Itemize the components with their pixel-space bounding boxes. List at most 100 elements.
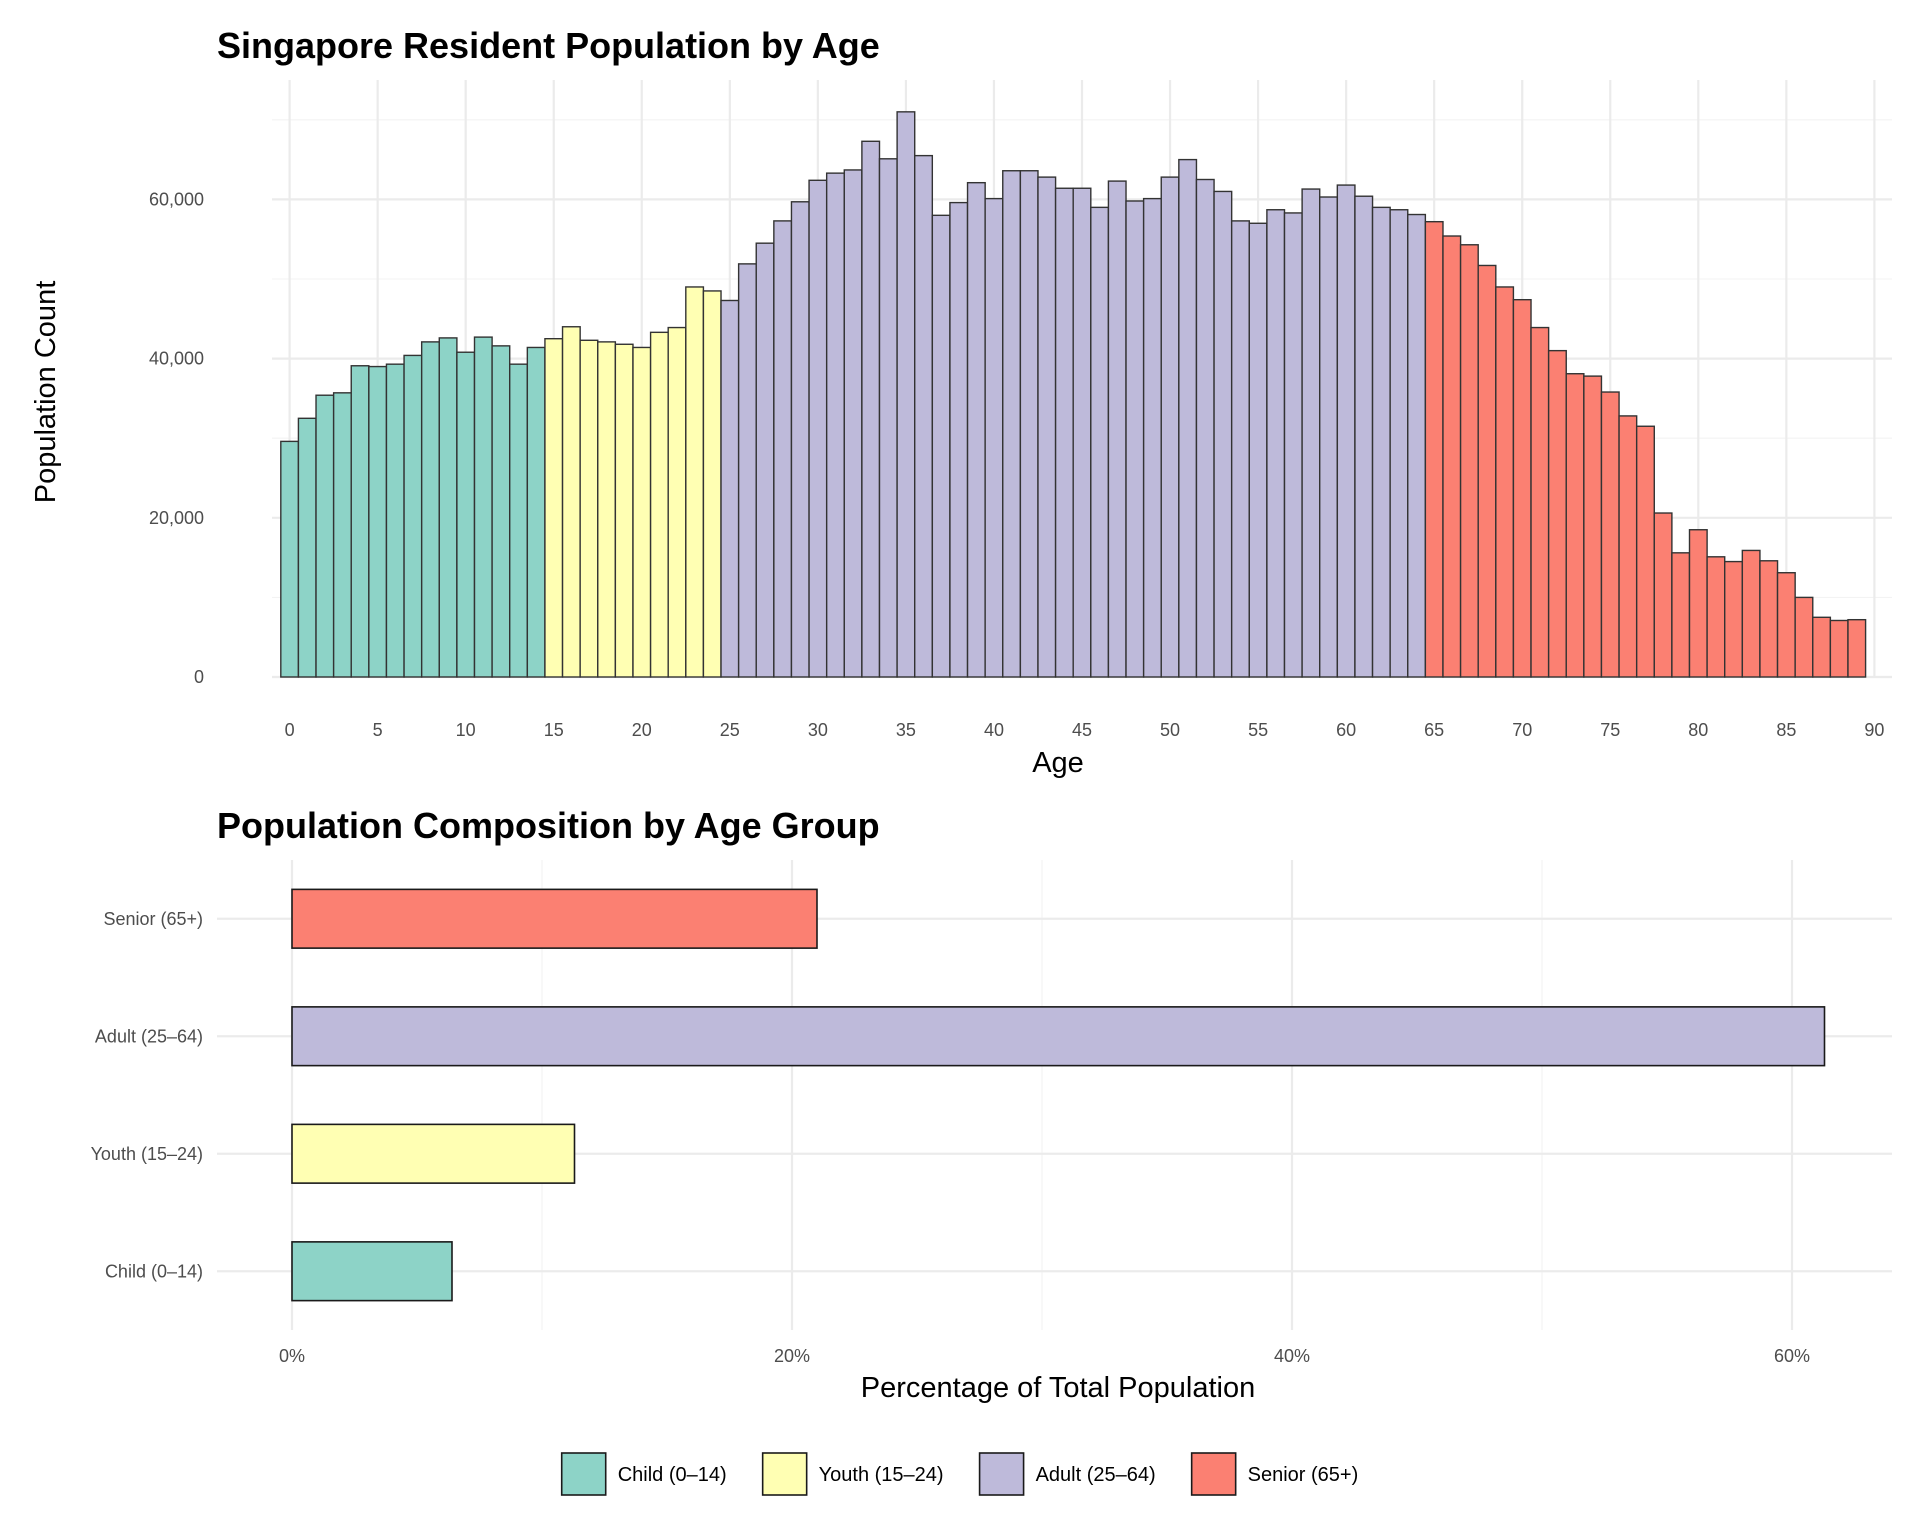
histogram-x-tick-label: 35 (896, 720, 916, 740)
histogram-x-tick-label: 10 (456, 720, 476, 740)
histogram-bar (1741, 549, 1761, 678)
histogram-bar (1512, 298, 1532, 678)
histogram-x-tick-label: 5 (373, 720, 383, 740)
histogram-bar (579, 339, 599, 678)
histogram-bar (1213, 190, 1233, 678)
composition-bar (291, 888, 818, 949)
histogram-bar (614, 343, 634, 678)
histogram-bar (1195, 178, 1215, 678)
composition-y-tick-label: Senior (65+) (103, 909, 203, 929)
histogram-x-tick-label: 0 (285, 720, 295, 740)
histogram-bar (984, 197, 1004, 678)
histogram-bar (966, 181, 986, 678)
histogram-x-tick-label: 55 (1248, 720, 1268, 740)
composition-bars (291, 888, 1826, 1302)
histogram-bar (1178, 158, 1198, 678)
histogram-bar (1283, 212, 1303, 678)
age-group-composition-chart: Population Composition by Age Group Chil… (91, 805, 1892, 1404)
histogram-bar (297, 417, 317, 678)
histogram-bar (1671, 552, 1691, 678)
histogram-bar (1037, 176, 1057, 678)
histogram-bar (1248, 222, 1268, 678)
histogram-bar (1442, 235, 1462, 678)
histogram-bar (526, 346, 546, 678)
composition-bar (291, 1241, 453, 1302)
composition-y-tick-label: Youth (15–24) (91, 1144, 203, 1164)
composition-x-tick-labels: 0% 20% 40% 60% (279, 1346, 1810, 1366)
histogram-bar (896, 111, 916, 678)
histogram-bar (1847, 618, 1867, 678)
histogram-x-axis-title: Age (1032, 747, 1084, 779)
histogram-bar (1688, 529, 1708, 678)
histogram-bar (473, 336, 493, 678)
histogram-x-tick-label: 20 (632, 720, 652, 740)
legend-key-youth (761, 1452, 808, 1496)
histogram-bar (808, 179, 828, 678)
histogram-x-tick-labels: 0 5 10 15 20 25 30 35 40 45 50 55 60 65 70 75 80 85 90 (285, 720, 1885, 740)
histogram-bar (350, 365, 370, 678)
histogram-bar (1389, 209, 1409, 678)
histogram-bar (685, 286, 705, 678)
histogram-bar (755, 242, 775, 678)
composition-x-tick-label: 20% (774, 1346, 810, 1366)
histogram-bar (1354, 195, 1374, 678)
histogram-bar (544, 338, 564, 678)
composition-x-axis-title: Percentage of Total Population (861, 1372, 1255, 1404)
histogram-bar (1706, 556, 1726, 678)
histogram-bar (1125, 200, 1145, 678)
histogram-bar (1072, 187, 1092, 678)
legend-label-senior: Senior (65+) (1248, 1464, 1359, 1486)
histogram-bar (1653, 512, 1673, 678)
composition-y-tick-labels: Child (0–14) Youth (15–24) Adult (25–64) Se… (91, 909, 203, 1282)
histogram-bar (456, 351, 476, 678)
histogram-bar (790, 201, 810, 678)
composition-bar (291, 1123, 576, 1184)
histogram-bar (1759, 560, 1779, 678)
legend-key-senior (1190, 1452, 1237, 1496)
histogram-bar (649, 331, 669, 678)
histogram-bar (702, 290, 722, 678)
histogram-title: Singapore Resident Population by Age (217, 25, 880, 66)
histogram-bar (1230, 220, 1250, 678)
histogram-bar (1336, 184, 1356, 678)
histogram-bar (773, 220, 793, 678)
histogram-bar (861, 140, 881, 678)
histogram-bar (315, 394, 335, 678)
histogram-bar (1724, 560, 1744, 678)
histogram-bar (1424, 220, 1444, 678)
histogram-y-tick-label: 20,000 (149, 508, 204, 528)
histogram-bar (1142, 197, 1162, 678)
histogram-bar (491, 345, 511, 678)
legend-label-adult: Adult (25–64) (1036, 1464, 1156, 1486)
histogram-bar (1812, 616, 1832, 678)
histogram-bar (1547, 349, 1567, 678)
composition-x-tick-label: 60% (1774, 1346, 1810, 1366)
histogram-bar (1371, 206, 1391, 678)
histogram-x-tick-label: 15 (544, 720, 564, 740)
histogram-x-tick-label: 30 (808, 720, 828, 740)
histogram-bar (1407, 213, 1427, 678)
histogram-y-tick-labels: 0 20,000 40,000 60,000 (149, 189, 204, 687)
histogram-bar (720, 299, 740, 678)
histogram-y-tick-label: 40,000 (149, 349, 204, 369)
histogram-bar (949, 201, 969, 678)
histogram-bar (1160, 176, 1180, 678)
histogram-x-tick-label: 45 (1072, 720, 1092, 740)
histogram-x-tick-label: 85 (1776, 720, 1796, 740)
histogram-bar (403, 354, 423, 678)
histogram-bar (1583, 375, 1603, 678)
histogram-bar (1301, 188, 1321, 678)
histogram-bar (1266, 209, 1286, 678)
histogram-bar (1600, 391, 1620, 678)
histogram-x-tick-label: 25 (720, 720, 740, 740)
histogram-bar (1459, 244, 1479, 678)
histogram-x-tick-label: 80 (1688, 720, 1708, 740)
composition-title: Population Composition by Age Group (217, 805, 880, 846)
histogram-x-tick-label: 90 (1864, 720, 1884, 740)
histogram-bar (1054, 187, 1074, 678)
histogram-bar (597, 341, 617, 678)
histogram-bar (1495, 286, 1515, 678)
histogram-bar (561, 326, 581, 678)
histogram-bar (632, 346, 652, 678)
histogram-bar (1530, 326, 1550, 678)
